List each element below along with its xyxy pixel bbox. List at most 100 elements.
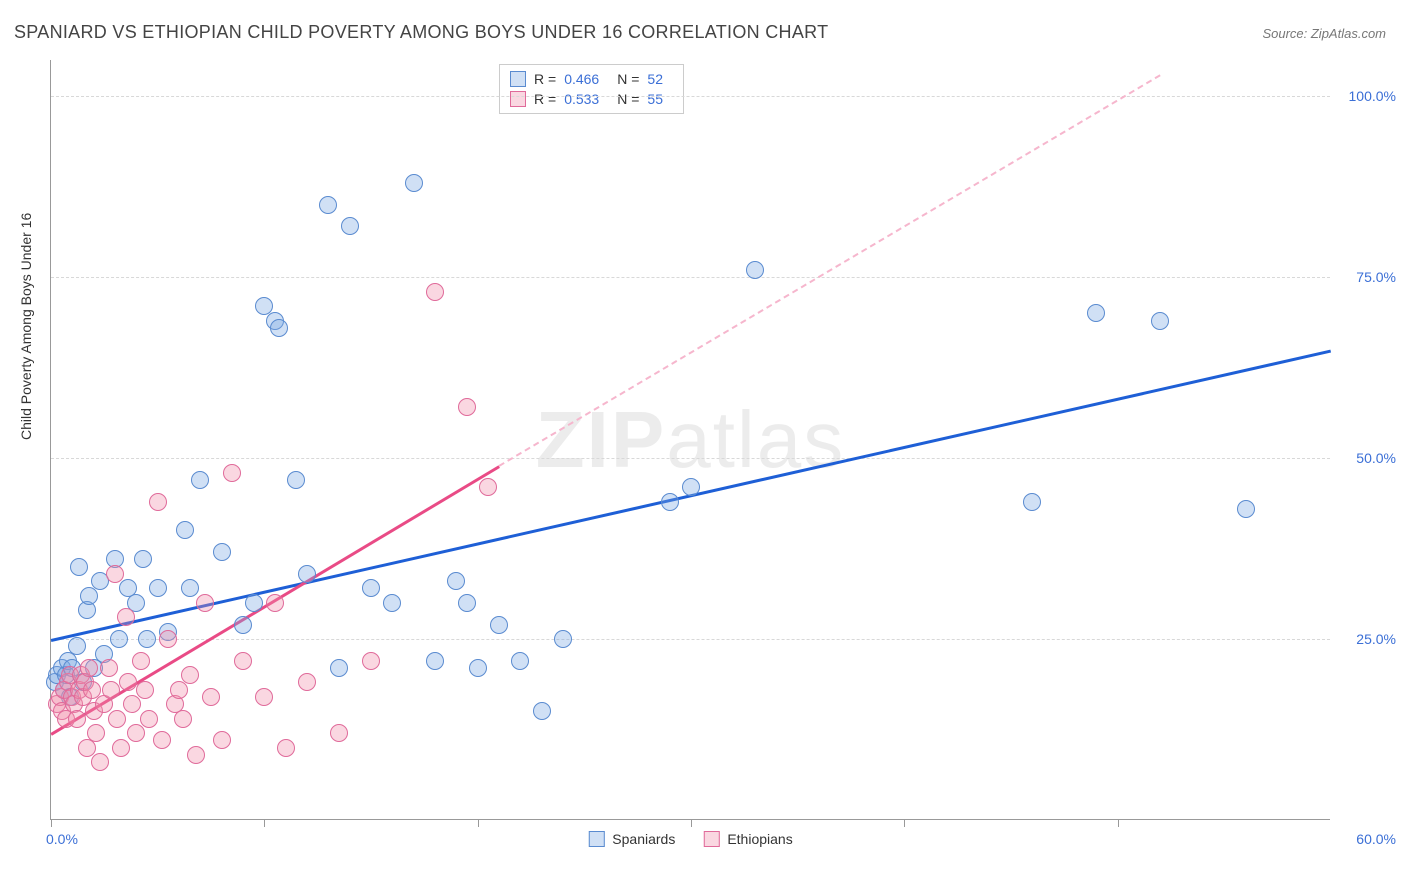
data-point [223, 464, 241, 482]
data-point [447, 572, 465, 590]
data-point [426, 283, 444, 301]
data-point [330, 724, 348, 742]
y-tick-label: 100.0% [1336, 88, 1396, 104]
data-point [298, 565, 316, 583]
gridline [51, 458, 1330, 459]
data-point [213, 731, 231, 749]
data-point [123, 695, 141, 713]
x-tick [904, 819, 905, 827]
data-point [181, 666, 199, 684]
data-point [458, 594, 476, 612]
y-tick-label: 75.0% [1336, 269, 1396, 285]
gridline [51, 96, 1330, 97]
x-axis-min-label: 0.0% [46, 831, 78, 847]
swatch-pink-icon [510, 91, 526, 107]
data-point [202, 688, 220, 706]
data-point [153, 731, 171, 749]
data-point [1023, 493, 1041, 511]
data-point [132, 652, 150, 670]
data-point [426, 652, 444, 670]
y-axis-label: Child Poverty Among Boys Under 16 [18, 213, 34, 440]
data-point [245, 594, 263, 612]
data-point [134, 550, 152, 568]
data-point [119, 673, 137, 691]
data-point [458, 398, 476, 416]
data-point [108, 710, 126, 728]
data-point [68, 637, 86, 655]
data-point [479, 478, 497, 496]
data-point [362, 652, 380, 670]
data-point [100, 659, 118, 677]
data-point [330, 659, 348, 677]
data-point [110, 630, 128, 648]
data-point [266, 594, 284, 612]
legend-correlation: R = 0.466 N = 52 R = 0.533 N = 55 [499, 64, 684, 114]
data-point [83, 681, 101, 699]
data-point [319, 196, 337, 214]
data-point [533, 702, 551, 720]
plot-area: ZIPatlas R = 0.466 N = 52 R = 0.533 N = … [50, 60, 1330, 820]
y-tick-label: 25.0% [1336, 631, 1396, 647]
data-point [554, 630, 572, 648]
data-point [176, 521, 194, 539]
data-point [117, 608, 135, 626]
gridline [51, 639, 1330, 640]
legend-series: Spaniards Ethiopians [588, 831, 792, 847]
data-point [405, 174, 423, 192]
data-point [70, 558, 88, 576]
data-point [149, 579, 167, 597]
swatch-blue-icon [510, 71, 526, 87]
data-point [234, 616, 252, 634]
legend-row-spaniards: R = 0.466 N = 52 [510, 69, 673, 89]
data-point [511, 652, 529, 670]
data-point [68, 710, 86, 728]
data-point [661, 493, 679, 511]
data-point [1237, 500, 1255, 518]
data-point [112, 739, 130, 757]
data-point [255, 688, 273, 706]
data-point [1087, 304, 1105, 322]
data-point [127, 724, 145, 742]
data-point [746, 261, 764, 279]
data-point [159, 630, 177, 648]
data-point [80, 659, 98, 677]
data-point [341, 217, 359, 235]
legend-item-spaniards: Spaniards [588, 831, 675, 847]
swatch-blue-icon [588, 831, 604, 847]
data-point [181, 579, 199, 597]
data-point [187, 746, 205, 764]
data-point [298, 673, 316, 691]
data-point [234, 652, 252, 670]
data-point [490, 616, 508, 634]
data-point [106, 565, 124, 583]
data-point [469, 659, 487, 677]
data-point [383, 594, 401, 612]
y-tick-label: 50.0% [1336, 450, 1396, 466]
data-point [270, 319, 288, 337]
data-point [140, 710, 158, 728]
gridline [51, 277, 1330, 278]
data-point [136, 681, 154, 699]
x-axis-max-label: 60.0% [1356, 831, 1396, 847]
chart-title: SPANIARD VS ETHIOPIAN CHILD POVERTY AMON… [14, 22, 828, 43]
data-point [191, 471, 209, 489]
trendline [498, 75, 1160, 468]
correlation-chart: SPANIARD VS ETHIOPIAN CHILD POVERTY AMON… [0, 0, 1406, 892]
data-point [196, 594, 214, 612]
legend-item-ethiopians: Ethiopians [703, 831, 792, 847]
data-point [1151, 312, 1169, 330]
data-point [682, 478, 700, 496]
data-point [287, 471, 305, 489]
x-tick [51, 819, 52, 827]
data-point [174, 710, 192, 728]
x-tick [1118, 819, 1119, 827]
data-point [362, 579, 380, 597]
x-tick [264, 819, 265, 827]
data-point [91, 753, 109, 771]
data-point [87, 724, 105, 742]
data-point [213, 543, 231, 561]
chart-source: Source: ZipAtlas.com [1262, 26, 1386, 41]
legend-row-ethiopians: R = 0.533 N = 55 [510, 89, 673, 109]
x-tick [478, 819, 479, 827]
data-point [102, 681, 120, 699]
